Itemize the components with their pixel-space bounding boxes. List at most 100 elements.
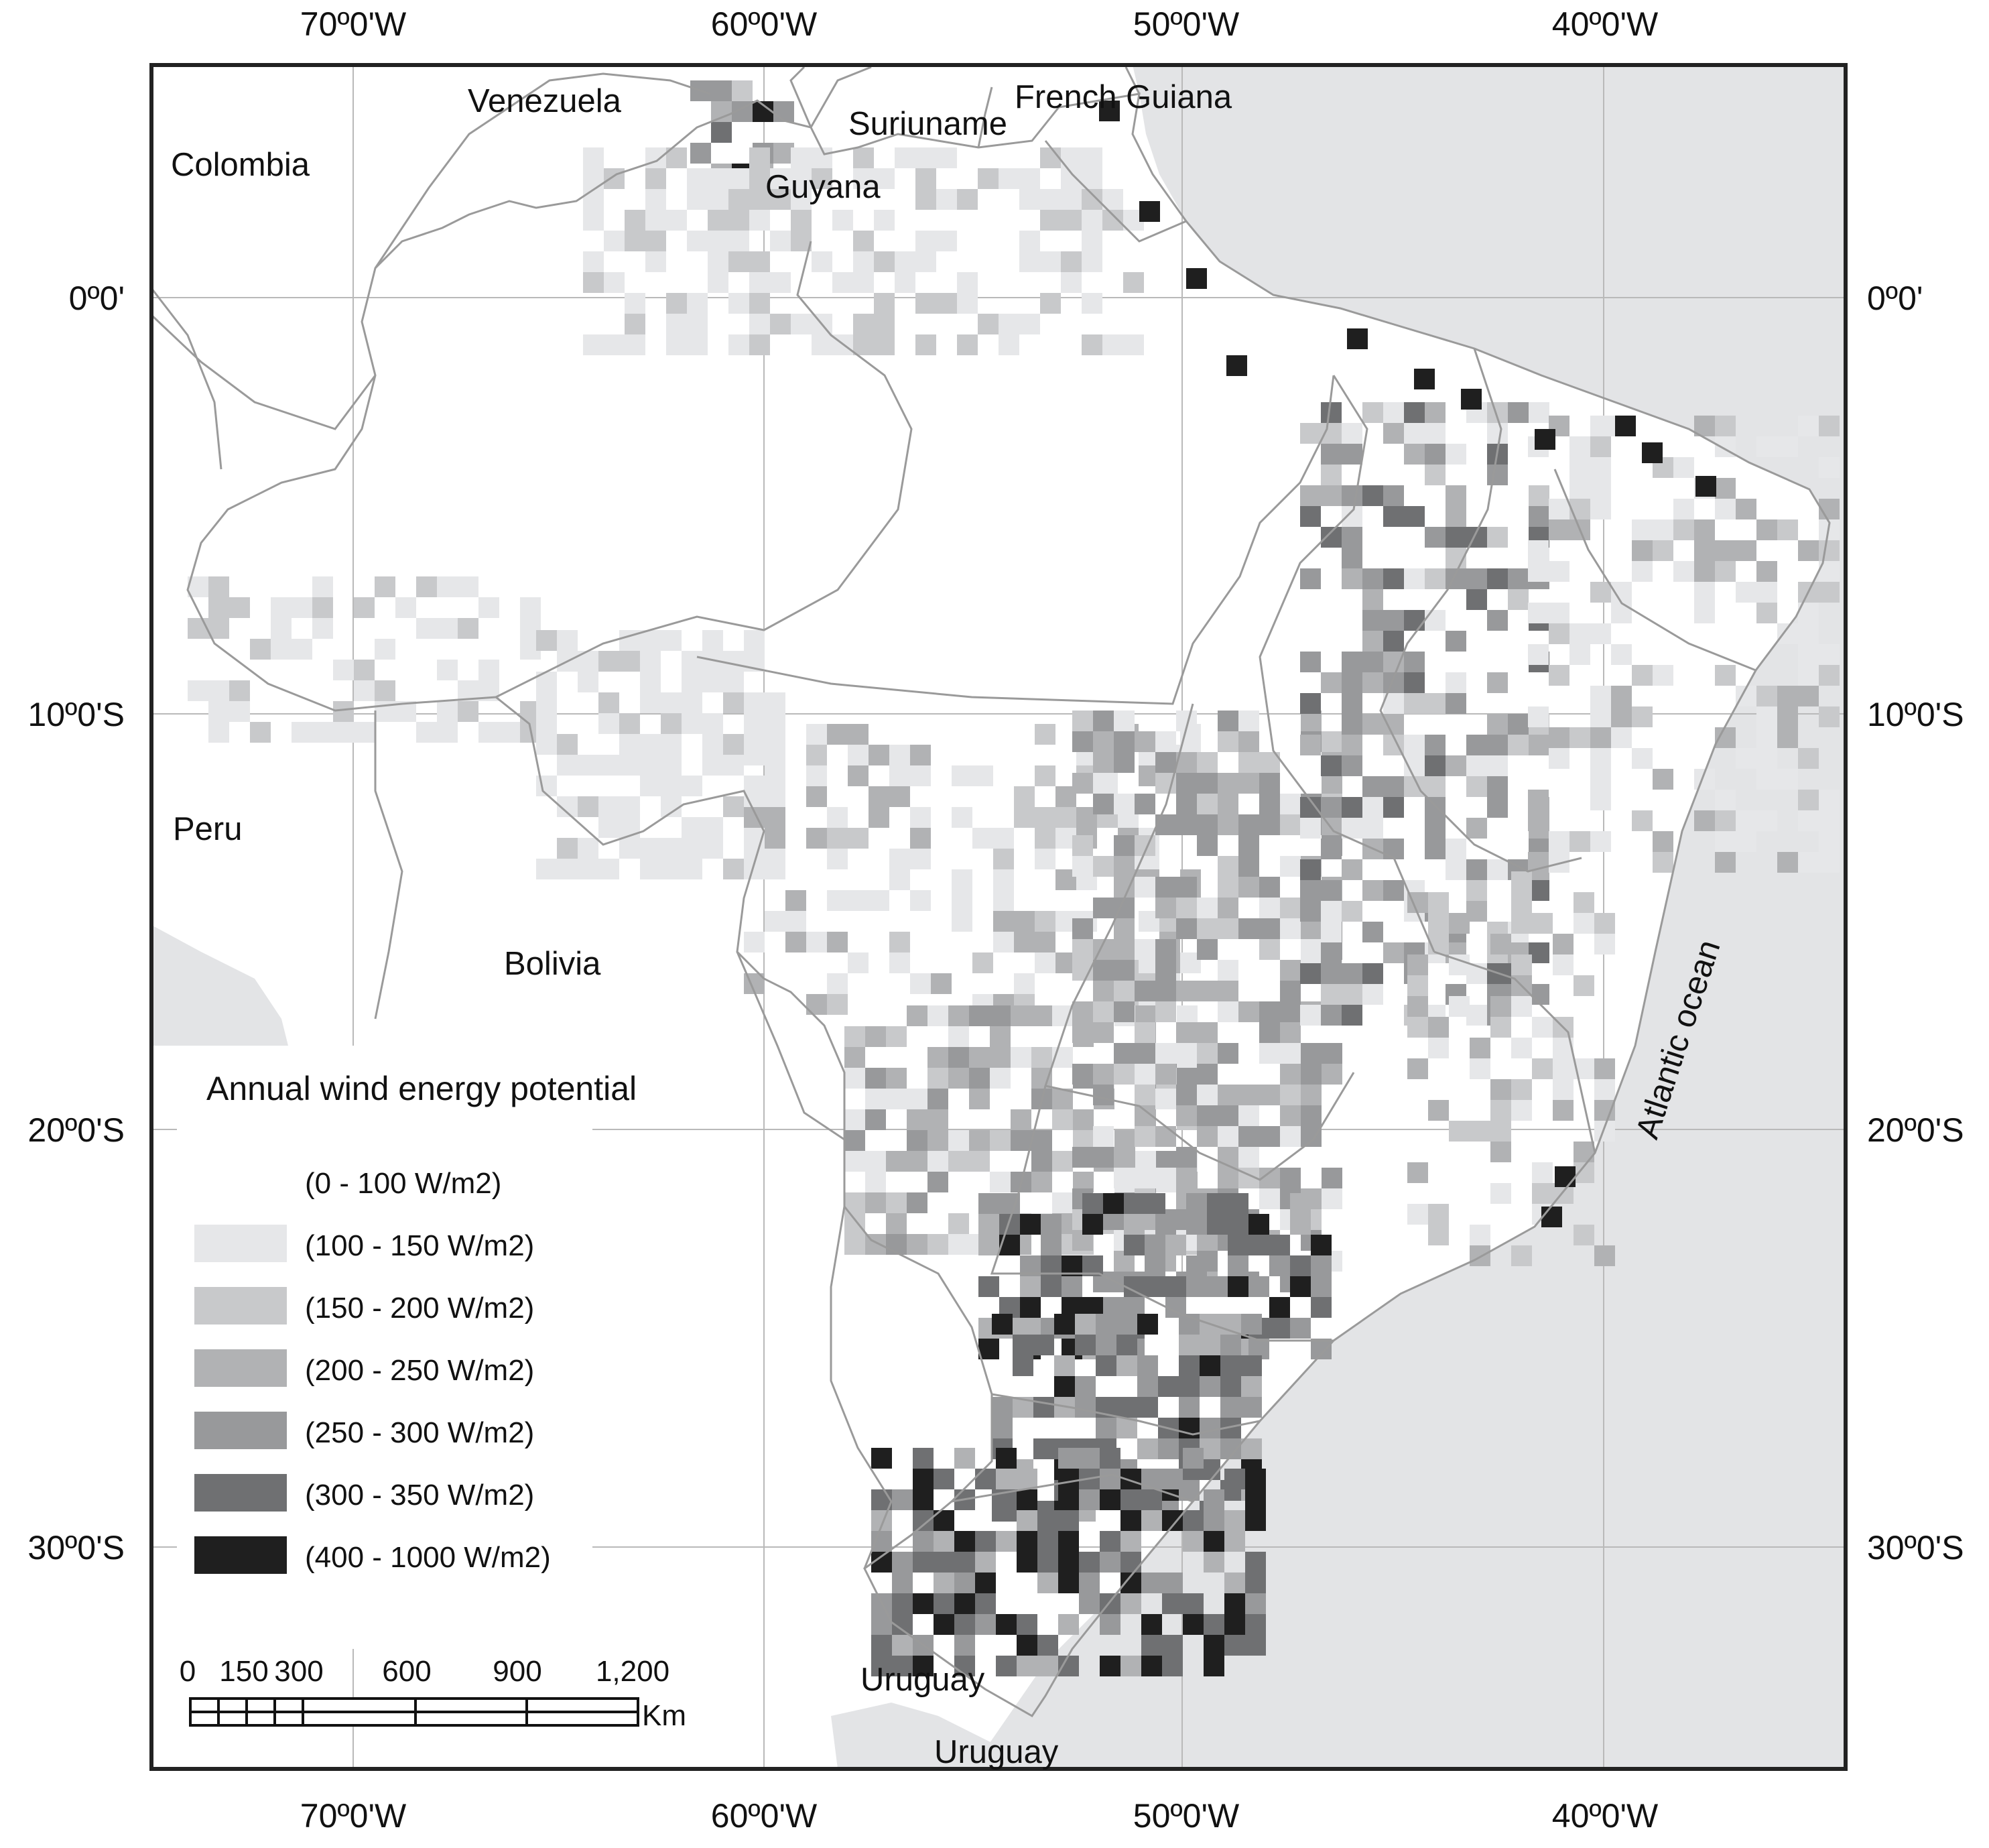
wind-cell	[1218, 1168, 1238, 1188]
wind-cell	[1756, 769, 1777, 790]
wind-cell	[969, 1089, 990, 1109]
wind-cell	[895, 147, 915, 168]
wind-cell	[208, 722, 229, 743]
wind-cell	[1446, 755, 1466, 776]
lat-label-right-0: 0º0'	[1867, 280, 1923, 317]
wind-cell	[1715, 478, 1736, 499]
wind-cell	[583, 210, 604, 231]
wind-cell	[1449, 1121, 1470, 1142]
wind-cell	[1155, 939, 1176, 960]
wind-cell	[1511, 913, 1532, 934]
wind-cell	[661, 776, 682, 796]
wind-cell	[661, 734, 682, 755]
wind-cell	[1280, 1064, 1301, 1085]
wind-cell	[749, 189, 770, 210]
wind-cell	[975, 1614, 996, 1635]
wind-cell	[936, 189, 957, 210]
wind-cell	[1120, 1489, 1141, 1510]
wind-cell	[1079, 1448, 1100, 1469]
wind-cell	[853, 314, 874, 334]
wind-cell	[1446, 527, 1466, 548]
wind-cell	[744, 692, 765, 713]
wind-cell	[1549, 665, 1569, 686]
wind-cell	[892, 1489, 913, 1510]
wind-cell	[1011, 1047, 1031, 1068]
wind-cell	[1197, 981, 1218, 1001]
wind-cell	[996, 1469, 1017, 1489]
label-suriname: Suriuname	[848, 106, 1007, 142]
wind-cell	[1031, 1172, 1052, 1192]
wind-cell	[1135, 1064, 1155, 1085]
wind-cell	[1490, 1079, 1511, 1100]
wind-cell	[1425, 444, 1446, 465]
wind-cell	[1425, 797, 1446, 818]
wind-cell	[1179, 1335, 1200, 1355]
scale-label-900: 900	[493, 1655, 541, 1688]
wind-cell	[1197, 1126, 1218, 1147]
wind-cell	[1569, 831, 1590, 852]
wind-cell	[1342, 485, 1362, 506]
wind-cell	[711, 122, 732, 143]
wind-cell	[728, 293, 749, 314]
wind-cell	[749, 168, 770, 189]
wind-cell	[708, 231, 728, 251]
wind-cell	[1300, 1005, 1321, 1026]
wind-cell	[1100, 1656, 1120, 1676]
wind-cell	[1470, 1225, 1490, 1245]
wind-cell	[1549, 561, 1569, 582]
lat-label-left-10s: 10º0'S	[27, 696, 125, 733]
wind-cell	[1135, 939, 1155, 960]
wind-cell	[871, 1635, 892, 1656]
wind-cell	[437, 618, 458, 639]
wind-cell	[1176, 1043, 1197, 1064]
wind-cell	[1259, 1043, 1280, 1064]
wind-cell	[1428, 1225, 1449, 1245]
wind-cell	[604, 168, 625, 189]
wind-cell	[708, 251, 728, 272]
wind-cell	[1300, 693, 1321, 714]
wind-cell	[1037, 1573, 1058, 1593]
wind-cell	[1487, 859, 1508, 880]
argentina-border	[830, 1206, 893, 1569]
wind-cell	[785, 911, 806, 932]
wind-cell	[1528, 603, 1549, 623]
wind-cell	[1035, 807, 1055, 828]
wind-cell	[990, 1068, 1011, 1089]
wind-cell	[1470, 1121, 1490, 1142]
wind-cell	[907, 1089, 927, 1109]
wind-cell	[1532, 1162, 1553, 1183]
wind-cell	[1407, 996, 1428, 1017]
wind-cell	[1362, 963, 1383, 984]
wind-cell	[1321, 527, 1342, 548]
wind-cell	[1186, 268, 1207, 289]
wind-cell	[1280, 1022, 1301, 1043]
wind-cell	[1197, 1043, 1218, 1064]
wind-cell	[827, 994, 848, 1015]
wind-cell	[375, 639, 395, 660]
wind-cell	[1574, 913, 1594, 934]
state-border-2	[696, 375, 1335, 705]
wind-cell	[1470, 1058, 1490, 1079]
wind-cell	[1322, 1064, 1342, 1085]
wind-cell	[1301, 1043, 1322, 1064]
wind-cell	[1155, 814, 1176, 835]
wind-cell	[1342, 506, 1362, 527]
wind-cell	[1756, 706, 1777, 727]
wind-cell	[1040, 210, 1061, 231]
wind-cell	[1756, 603, 1777, 623]
wind-cell	[990, 1005, 1011, 1026]
wind-cell	[1342, 797, 1362, 818]
wind-cell	[229, 701, 250, 722]
wind-cell	[1694, 561, 1715, 582]
wind-cell	[1120, 1656, 1141, 1676]
wind-cell	[1204, 1656, 1224, 1676]
wind-cell	[1220, 1376, 1241, 1397]
wind-cell	[913, 1656, 934, 1676]
wind-cell	[1179, 1355, 1200, 1376]
wind-cell	[1756, 810, 1777, 831]
wind-cell	[1224, 1593, 1245, 1614]
wind-cell	[437, 701, 458, 722]
wind-cell	[1197, 794, 1218, 814]
wind-cell	[1322, 1043, 1342, 1064]
wind-cell	[1075, 1376, 1096, 1397]
